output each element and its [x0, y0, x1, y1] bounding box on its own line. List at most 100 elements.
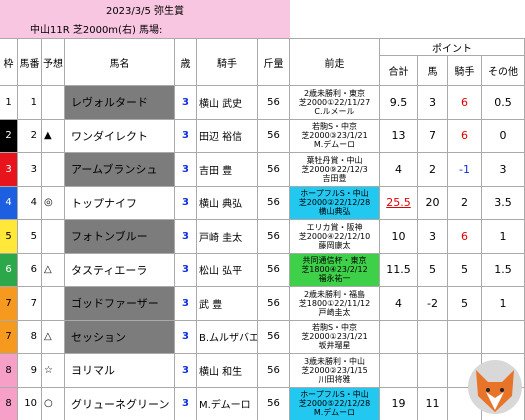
previous-race-line: 戸崎圭太	[318, 307, 351, 317]
point-value	[482, 320, 525, 354]
previous-race-line: 芝2000②22/12/28	[298, 198, 371, 208]
point-value: 25.5	[380, 186, 418, 220]
prediction-mark	[42, 153, 65, 187]
age: 3	[175, 253, 197, 287]
horse-name: グリューネグリーン	[65, 387, 175, 420]
point-value: 7	[418, 119, 448, 153]
column-header: 前走	[290, 38, 380, 86]
previous-race-line: 芝1800④23/2/12	[301, 265, 368, 275]
horse-name: セッション	[65, 320, 175, 354]
point-value	[448, 320, 482, 354]
point-value: 6	[448, 220, 482, 254]
previous-race-line: 若駒S・中京	[311, 122, 358, 132]
previous-race-line: 芝2000④22/12/10	[298, 231, 371, 241]
jockey: 武 豊	[197, 287, 258, 321]
horse-name: ゴッドファーザー	[65, 287, 175, 321]
point-value: 2	[418, 153, 448, 187]
point-value: 3	[418, 220, 448, 254]
previous-race-line: 横山典弘	[318, 207, 351, 217]
horse-name: アームブランシュ	[65, 153, 175, 187]
weight: 56	[258, 153, 290, 187]
weight: 56	[258, 186, 290, 220]
horse-number: 1	[18, 86, 42, 120]
horse-number: 2	[18, 119, 42, 153]
frame: 5	[0, 220, 18, 254]
point-value: 2	[448, 186, 482, 220]
frame: 7	[0, 287, 18, 321]
column-header: 予想	[42, 38, 65, 86]
point-value: 1	[482, 220, 525, 254]
previous-race: 若駒S・中京 芝2000①23/1/21 坂井瑠星	[290, 320, 380, 354]
point-value	[418, 320, 448, 354]
age: 3	[175, 320, 197, 354]
frame: 3	[0, 153, 18, 187]
previous-race-line: ホープフルS・中山	[300, 390, 369, 400]
horse-number: 4	[18, 186, 42, 220]
point-value	[380, 320, 418, 354]
prediction-mark: ○	[42, 387, 65, 420]
weight: 56	[258, 86, 290, 120]
previous-race: 葉牡丹賞・中山 芝2000⑨22/12/3 吉田豊	[290, 153, 380, 187]
point-value: 5	[448, 253, 482, 287]
point-value: -2	[418, 287, 448, 321]
horse-name: ヨリマル	[65, 354, 175, 388]
column-header: 斤量	[258, 38, 290, 86]
prediction-mark: ◎	[42, 186, 65, 220]
race-title: 2023/3/5 弥生賞	[0, 0, 290, 19]
previous-race: エリカ賞・阪神 芝2000④22/12/10 藤岡康太	[290, 220, 380, 254]
point-column-header: その他	[482, 56, 525, 86]
age: 3	[175, 387, 197, 420]
point-value: 19	[380, 387, 418, 420]
previous-race-line: 若駒S・中京	[311, 323, 358, 333]
horse-name: フォトンブルー	[65, 220, 175, 254]
point-value: 0	[482, 119, 525, 153]
weight: 56	[258, 119, 290, 153]
jockey: B.ムルザバエフ	[197, 320, 258, 354]
column-header: 馬名	[65, 38, 175, 86]
point-value: 6	[448, 119, 482, 153]
point-value: 6	[448, 86, 482, 120]
weight: 56	[258, 354, 290, 388]
point-value: 5	[418, 253, 448, 287]
previous-race-line: C.ルメール	[314, 106, 355, 116]
point-value: 11.5	[380, 253, 418, 287]
previous-race: ホープフルS・中山 芝2000⑤22/12/28 M.デムーロ	[290, 387, 380, 420]
point-value: 1.5	[482, 253, 525, 287]
weight: 56	[258, 387, 290, 420]
jockey: M.デムーロ	[197, 387, 258, 420]
previous-race-line: 芝1800①22/11/12	[298, 298, 371, 308]
prediction-mark: ▲	[42, 119, 65, 153]
previous-race-line: 2歳未勝利・福島	[303, 289, 366, 299]
previous-race-line: 葉牡丹賞・中山	[306, 155, 363, 165]
weight: 56	[258, 287, 290, 321]
point-column-header: 合計	[380, 56, 418, 86]
point-value: 13	[380, 119, 418, 153]
point-value: 9.5	[380, 86, 418, 120]
point-value: 3.5	[482, 186, 525, 220]
age: 3	[175, 86, 197, 120]
column-header: 枠	[0, 38, 18, 86]
point-value: -1	[448, 153, 482, 187]
horse-name: レヴォルタード	[65, 86, 175, 120]
previous-race: 若駒S・中京 芝2000③23/1/21 M.デムーロ	[290, 119, 380, 153]
horse-number: 5	[18, 220, 42, 254]
previous-race-line: M.デムーロ	[313, 140, 356, 150]
points-header: ポイント	[380, 38, 525, 56]
horse-name: ワンダイレクト	[65, 119, 175, 153]
horse-number: 8	[18, 320, 42, 354]
point-value: 1	[482, 287, 525, 321]
previous-race-line: 吉田豊	[322, 173, 347, 183]
previous-race-line: 共同通信杯・東京	[302, 256, 367, 266]
frame: 7	[0, 320, 18, 354]
previous-race-line: 芝2000⑤22/12/28	[298, 399, 371, 409]
point-value: 0.5	[482, 86, 525, 120]
column-header: 歳	[175, 38, 197, 86]
point-value: 3	[418, 86, 448, 120]
previous-race-line: 芝2000①23/1/21	[301, 332, 368, 342]
age: 3	[175, 287, 197, 321]
prediction-mark: △	[42, 320, 65, 354]
age: 3	[175, 220, 197, 254]
jockey: 吉田 豊	[197, 153, 258, 187]
point-value: 4	[380, 153, 418, 187]
previous-race-line: 藤岡康太	[318, 240, 351, 250]
